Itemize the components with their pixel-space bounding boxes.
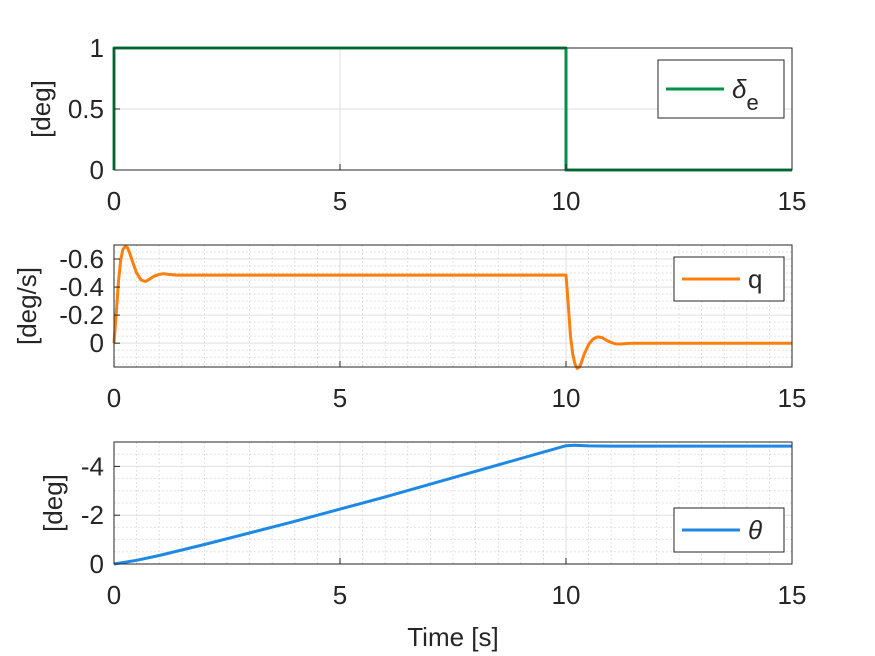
chart-panel-3: 0 5 10 15 0 -2 -4 [deg] Time [s] θ xyxy=(38,441,807,652)
chart-panel-1: 0 5 10 15 0 0.5 1 [deg] δe xyxy=(26,33,806,216)
y-axis-label: [deg/s] xyxy=(12,267,42,345)
y-tick-label: 1 xyxy=(90,33,104,63)
x-tick-label: 0 xyxy=(107,383,121,413)
y-tick-label: 0 xyxy=(90,155,104,185)
y-tick-label: 0.5 xyxy=(68,94,104,124)
legend: δe xyxy=(657,59,785,119)
y-axis-label: [deg] xyxy=(38,474,68,532)
chart-panel-2: 0 5 10 15-0.6-0.4-0.20[deg/s] q xyxy=(12,244,806,413)
x-tick-label: 15 xyxy=(778,580,807,610)
x-tick-label: 10 xyxy=(552,186,581,216)
y-tick-label: 0 xyxy=(90,328,104,358)
legend: q xyxy=(673,256,785,302)
y-tick-label: -4 xyxy=(81,451,104,481)
x-tick-label: 0 xyxy=(107,186,121,216)
x-tick-label: 15 xyxy=(778,186,807,216)
x-tick-label: 15 xyxy=(778,383,807,413)
x-tick-label: 10 xyxy=(552,383,581,413)
y-tick-label: -0.6 xyxy=(59,244,104,274)
y-axis-label: [deg] xyxy=(26,80,56,138)
legend-label: δe xyxy=(732,74,759,115)
x-tick-label: 5 xyxy=(333,383,347,413)
legend: θ xyxy=(673,507,785,553)
x-tick-label: 5 xyxy=(333,580,347,610)
x-axis-label: Time [s] xyxy=(407,622,498,652)
y-tick-label: 0 xyxy=(90,549,104,579)
axes-box xyxy=(113,441,793,565)
series-line-θ xyxy=(113,443,792,566)
x-tick-label: 10 xyxy=(552,580,581,610)
legend-label: θ xyxy=(748,515,762,545)
x-tick-label: 0 xyxy=(107,580,121,610)
y-tick-label: -0.2 xyxy=(59,300,104,330)
x-tick-label: 5 xyxy=(333,186,347,216)
y-tick-label: -2 xyxy=(81,500,104,530)
legend-label: q xyxy=(748,264,762,294)
series-line-q xyxy=(112,244,792,370)
y-tick-label: -0.4 xyxy=(59,272,104,302)
axes-box xyxy=(113,244,793,368)
